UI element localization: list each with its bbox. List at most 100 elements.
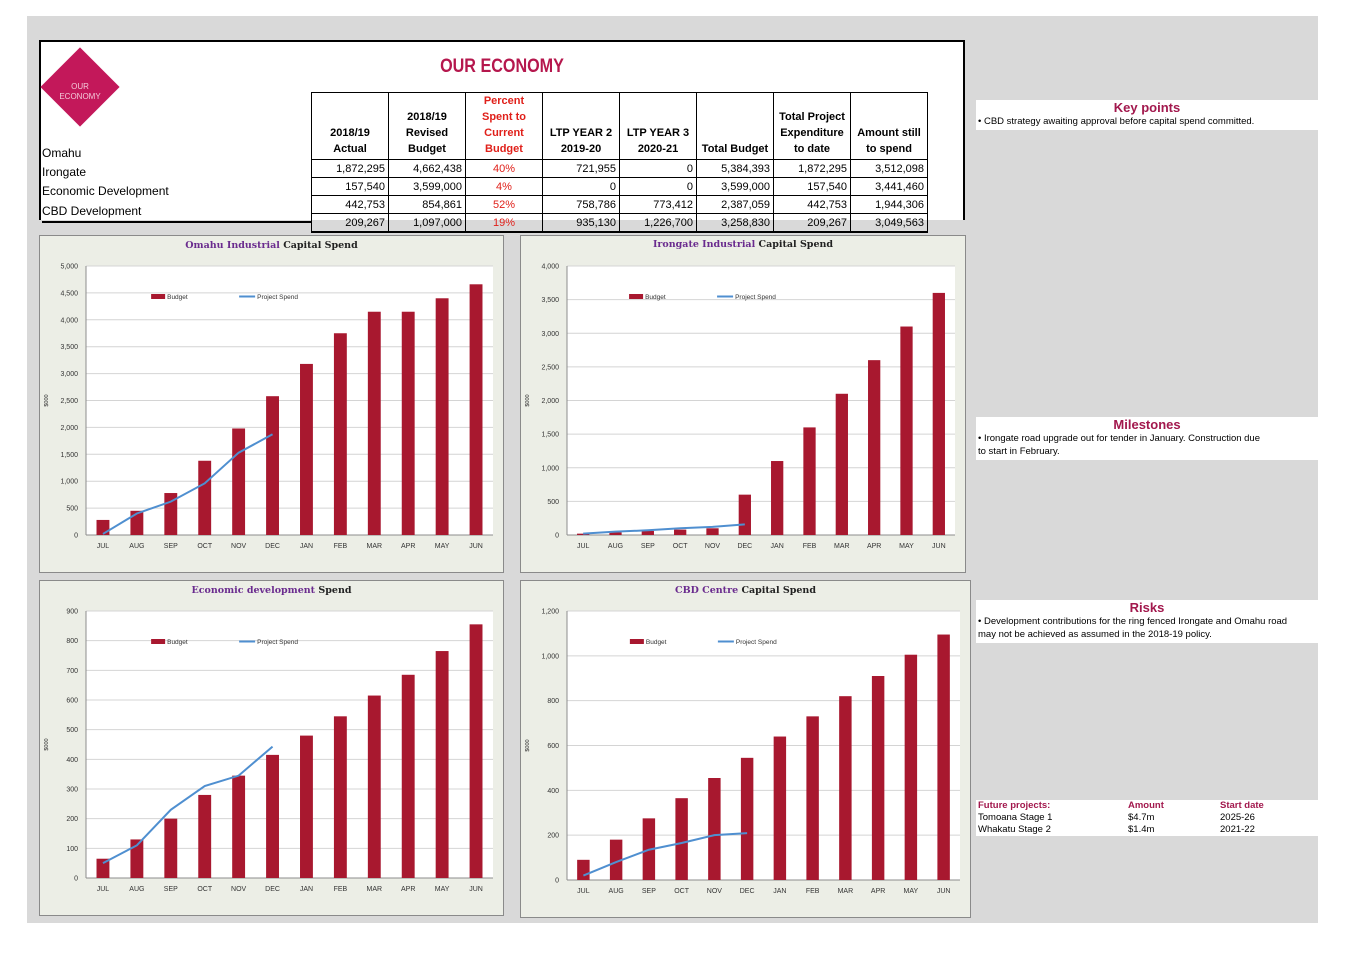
- project-spend-line: [102, 433, 274, 535]
- budget-bar: [871, 676, 885, 880]
- y-tick-label: 500: [547, 499, 559, 506]
- x-tick-label: DEC: [740, 888, 755, 895]
- budget-bar: [609, 532, 622, 535]
- budget-bar: [300, 735, 313, 878]
- x-tick-label: JUL: [97, 543, 110, 550]
- y-tick-label: 1,000: [541, 465, 559, 472]
- chart-title: CBD Centre Capital Spend: [521, 585, 970, 596]
- logo-text: OUR ECONOMY: [48, 82, 112, 102]
- legend-budget-swatch: [629, 294, 644, 299]
- budget-bar: [771, 461, 784, 535]
- table-cell: 157,540: [773, 177, 851, 196]
- budget-bar: [609, 839, 623, 880]
- y-tick-label: 600: [66, 698, 78, 705]
- future-cell: 2025-26: [1220, 812, 1255, 823]
- omahu-chart: 0 500 1,000 1,500 2,000 2,500 3,000 3,500 4,000 4…: [39, 235, 504, 573]
- table-cell: 3,049,563: [850, 213, 928, 233]
- y-tick-label: 5,000: [60, 264, 78, 271]
- table-cell: 442,753: [311, 195, 389, 214]
- chart-svg: 0 100 200 300 400 500 600 700 800 900 $000 JUL AUG SE…: [44, 609, 493, 893]
- future-cell: $4.7m: [1128, 812, 1155, 823]
- y-tick-label: 1,200: [541, 609, 559, 616]
- budget-bar: [803, 427, 816, 535]
- y-tick-label: 500: [66, 727, 78, 734]
- chart-title-rest: Capital Spend: [758, 239, 834, 250]
- future-row: Tomoana Stage 1 $4.7m 2025-26: [976, 812, 1318, 824]
- x-tick-label: AUG: [129, 886, 144, 893]
- budget-bar: [706, 528, 719, 535]
- budget-bar: [435, 651, 449, 878]
- legend-budget-swatch: [151, 294, 166, 299]
- budget-bar: [266, 396, 279, 535]
- x-tick-label: MAR: [367, 886, 383, 893]
- project-spend-line: [583, 523, 745, 535]
- plot-area: [86, 611, 493, 878]
- future-row: Whakatu Stage 2 $1.4m 2021-22: [976, 824, 1318, 836]
- column-header: Total Budget: [696, 92, 774, 160]
- table-cell: 1,944,306: [850, 195, 928, 214]
- risks-heading: Risks: [1129, 600, 1165, 615]
- legend-spend-label: Project Spend: [257, 639, 298, 646]
- budget-bar: [333, 333, 347, 535]
- x-tick-label: SEP: [642, 888, 656, 895]
- column-header: Amount still to spend: [850, 92, 928, 160]
- logo-line2: ECONOMY: [59, 92, 101, 101]
- future-cell: Whakatu Stage 2: [978, 824, 1051, 835]
- budget-bar: [904, 654, 918, 880]
- legend-spend-label: Project Spend: [735, 294, 776, 301]
- budget-bar: [232, 428, 246, 535]
- row-label: CBD Development: [42, 202, 311, 223]
- x-tick-label: FEB: [806, 888, 820, 895]
- x-tick-label: APR: [401, 543, 415, 550]
- budget-bar: [937, 634, 950, 880]
- table-header-row: 2018/19 Actual 2018/19 Revised Budget Pe…: [311, 92, 928, 160]
- x-tick-label: JAN: [300, 886, 313, 893]
- risks-text-line2: may not be achieved as assumed in the 20…: [978, 629, 1212, 640]
- x-tick-label: OCT: [673, 543, 689, 550]
- y-tick-label: 0: [74, 533, 78, 540]
- column-header: 2018/19 Actual: [311, 92, 389, 160]
- budget-bar: [367, 311, 381, 535]
- budget-bar: [773, 736, 787, 880]
- budget-bar: [674, 529, 687, 535]
- table-cell: 5,384,393: [696, 159, 774, 178]
- table-cell: 3,599,000: [696, 177, 774, 196]
- x-tick-label: AUG: [129, 543, 144, 550]
- key-points-heading: Key points: [1113, 100, 1181, 115]
- key-points-text: • CBD strategy awaiting approval before …: [978, 116, 1255, 127]
- budget-bar: [96, 858, 110, 878]
- table-cell: 1,872,295: [311, 159, 389, 178]
- y-tick-label: 2,000: [541, 398, 559, 405]
- table-cell: 1,097,000: [388, 213, 466, 233]
- x-tick-label: DEC: [737, 543, 752, 550]
- table-row: 442,753 854,861 52% 758,786 773,412 2,38…: [311, 195, 928, 214]
- table-cell: 40%: [465, 159, 543, 178]
- budget-bar: [708, 778, 721, 880]
- y-tick-label: 200: [547, 833, 559, 840]
- y-tick-label: 600: [547, 743, 559, 750]
- x-tick-label: JUN: [469, 886, 483, 893]
- table-cell: 3,512,098: [850, 159, 928, 178]
- future-header: Future projects:: [978, 800, 1051, 811]
- table-cell: 442,753: [773, 195, 851, 214]
- x-tick-label: NOV: [231, 543, 247, 550]
- table-cell: 19%: [465, 213, 543, 233]
- budget-bar: [401, 674, 415, 878]
- x-tick-label: JAN: [300, 543, 313, 550]
- future-cell: Tomoana Stage 1: [978, 812, 1053, 823]
- x-tick-label: NOV: [231, 886, 247, 893]
- table-cell: 0: [619, 177, 697, 196]
- x-tick-label: APR: [867, 543, 881, 550]
- budget-bar: [333, 716, 347, 878]
- budget-bar: [198, 460, 212, 535]
- project-spend-line: [102, 745, 274, 865]
- chart-title: Omahu Industrial Capital Spend: [40, 240, 503, 251]
- x-tick-label: SEP: [164, 886, 178, 893]
- x-tick-label: JUN: [937, 888, 951, 895]
- budget-bar: [469, 284, 483, 535]
- table-cell: 758,786: [542, 195, 620, 214]
- future-cell: 2021-22: [1220, 824, 1255, 835]
- table-cell: 3,599,000: [388, 177, 466, 196]
- milestones-box: Milestones • Irongate road upgrade out f…: [976, 417, 1318, 460]
- table-row: 1,872,295 4,662,438 40% 721,955 0 5,384,…: [311, 159, 928, 178]
